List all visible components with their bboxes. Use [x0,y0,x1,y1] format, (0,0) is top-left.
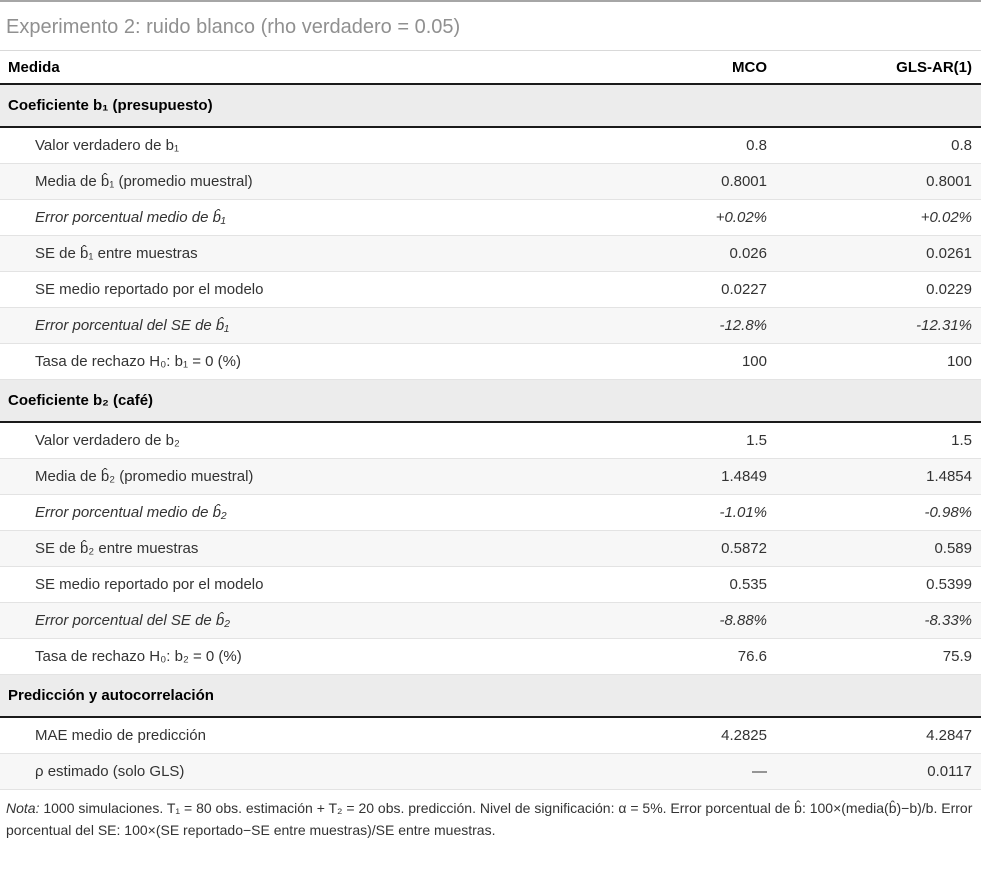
mco-value: +0.02% [586,199,776,236]
gls-value: 0.0117 [776,753,981,790]
mco-value: 0.8001 [586,163,776,200]
row-label: Valor verdadero de b₁ [0,127,586,164]
row-label: SE de b̂₂ entre muestras [0,530,586,567]
row-label: Error porcentual del SE de b̂₁ [0,307,586,344]
row-label: Error porcentual del SE de b̂₂ [0,602,586,639]
gls-value: 0.589 [776,530,981,567]
section-header-label: Coeficiente b₁ (presupuesto) [0,84,981,128]
gls-value: 0.0261 [776,235,981,272]
table-row: Media de b̂₂ (promedio muestral) 1.4849 … [0,458,981,495]
results-table: Medida MCO GLS-AR(1) Coeficiente b₁ (pre… [0,51,981,790]
mco-value: -12.8% [586,307,776,344]
gls-value: -0.98% [776,494,981,531]
mco-value: 0.5872 [586,530,776,567]
table-row: Valor verdadero de b₂ 1.5 1.5 [0,422,981,459]
mco-value: 76.6 [586,638,776,675]
footnote-label: Nota: [6,800,40,816]
table-row: Error porcentual medio de b̂₁ +0.02% +0.… [0,199,981,236]
table-row: Tasa de rechazo H₀: b₁ = 0 (%) 100 100 [0,343,981,380]
section-header-label: Coeficiente b₂ (café) [0,379,981,423]
mco-value: 100 [586,343,776,380]
mco-value: 1.4849 [586,458,776,495]
table-header: Medida MCO GLS-AR(1) [0,51,981,85]
table-row: SE de b̂₂ entre muestras 0.5872 0.589 [0,530,981,567]
section-header-label: Predicción y autocorrelación [0,674,981,718]
gls-value: 4.2847 [776,717,981,754]
gls-value: 0.8001 [776,163,981,200]
mco-value: 0.0227 [586,271,776,308]
gls-value: 0.8 [776,127,981,164]
table-footnote: Nota: 1000 simulaciones. T₁ = 80 obs. es… [0,790,981,851]
footnote-text: 1000 simulaciones. T₁ = 80 obs. estimaci… [6,800,973,838]
row-label: Valor verdadero de b₂ [0,422,586,459]
gls-value: 100 [776,343,981,380]
section-header-row: Coeficiente b₁ (presupuesto) [0,84,981,128]
table-row: SE medio reportado por el modelo 0.0227 … [0,271,981,308]
section-header-row: Coeficiente b₂ (café) [0,379,981,423]
mco-value: 1.5 [586,422,776,459]
mco-value: 4.2825 [586,717,776,754]
table-row: Error porcentual del SE de b̂₁ -12.8% -1… [0,307,981,344]
section-header-row: Predicción y autocorrelación [0,674,981,718]
row-label: ρ estimado (solo GLS) [0,753,586,790]
mco-value: 0.535 [586,566,776,603]
row-label: Error porcentual medio de b̂₂ [0,494,586,531]
table-row: SE de b̂₁ entre muestras 0.026 0.0261 [0,235,981,272]
table-row: Media de b̂₁ (promedio muestral) 0.8001 … [0,163,981,200]
column-header-gls-ar1: GLS-AR(1) [776,51,981,85]
row-label: SE de b̂₁ entre muestras [0,235,586,272]
mco-value: 0.026 [586,235,776,272]
gls-value: -8.33% [776,602,981,639]
gls-value: +0.02% [776,199,981,236]
gls-value: 75.9 [776,638,981,675]
gls-value: -12.31% [776,307,981,344]
mco-value: — [586,753,776,790]
mco-value: -1.01% [586,494,776,531]
row-label: MAE medio de predicción [0,717,586,754]
gls-value: 0.0229 [776,271,981,308]
mco-value: -8.88% [586,602,776,639]
table-row: Error porcentual medio de b̂₂ -1.01% -0.… [0,494,981,531]
row-label: Tasa de rechazo H₀: b₁ = 0 (%) [0,343,586,380]
table-row: MAE medio de predicción 4.2825 4.2847 [0,717,981,754]
row-label: SE medio reportado por el modelo [0,271,586,308]
mco-value: 0.8 [586,127,776,164]
row-label: SE medio reportado por el modelo [0,566,586,603]
row-label: Media de b̂₁ (promedio muestral) [0,163,586,200]
table-row: Error porcentual del SE de b̂₂ -8.88% -8… [0,602,981,639]
gls-value: 1.4854 [776,458,981,495]
row-label: Tasa de rechazo H₀: b₂ = 0 (%) [0,638,586,675]
column-header-mco: MCO [586,51,776,85]
table-row: Tasa de rechazo H₀: b₂ = 0 (%) 76.6 75.9 [0,638,981,675]
gls-value: 0.5399 [776,566,981,603]
table-row: SE medio reportado por el modelo 0.535 0… [0,566,981,603]
row-label: Media de b̂₂ (promedio muestral) [0,458,586,495]
column-header-row: Medida MCO GLS-AR(1) [0,51,981,85]
row-label: Error porcentual medio de b̂₁ [0,199,586,236]
gls-value: 1.5 [776,422,981,459]
table-row: Valor verdadero de b₁ 0.8 0.8 [0,127,981,164]
table-body: Coeficiente b₁ (presupuesto) Valor verda… [0,84,981,790]
column-header-medida: Medida [0,51,586,85]
table-row: ρ estimado (solo GLS) — 0.0117 [0,753,981,790]
table-title: Experimento 2: ruido blanco (rho verdade… [0,2,981,51]
